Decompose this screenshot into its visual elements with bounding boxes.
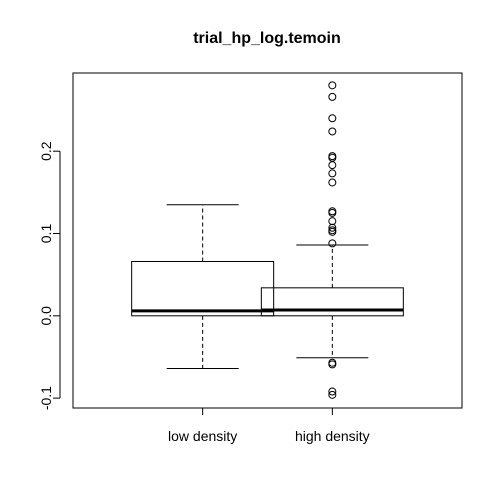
y-tick-label: -0.1 <box>38 386 54 410</box>
outlier-point <box>328 387 337 396</box>
x-category-label: low density <box>168 428 237 444</box>
box-iqr <box>131 260 275 317</box>
outlier-point <box>328 152 337 161</box>
box-group <box>260 81 404 399</box>
box-iqr <box>260 287 404 317</box>
plot-marks <box>131 81 404 399</box>
outlier-point <box>328 358 337 367</box>
outlier-point <box>328 81 337 90</box>
plot-frame <box>72 72 463 409</box>
outlier-point <box>328 207 337 216</box>
axes: -0.1 0.0 0.1 0.2 low density high density <box>38 141 370 444</box>
chart-title: trial_hp_log.temoin <box>193 30 341 47</box>
y-tick-label: 0.2 <box>38 141 54 161</box>
outlier-point <box>328 217 337 226</box>
x-category-label: high density <box>295 428 370 444</box>
outlier-point <box>328 161 337 170</box>
outlier-point <box>328 169 337 178</box>
outlier-point <box>328 92 337 101</box>
y-tick-label: 0.1 <box>38 224 54 244</box>
outlier-point <box>328 223 337 232</box>
box-group <box>131 204 275 369</box>
outlier-point <box>328 390 337 399</box>
outlier-point <box>328 227 337 236</box>
outlier-point <box>328 178 337 187</box>
outlier-point <box>328 360 337 369</box>
y-tick-label: 0.0 <box>38 306 54 326</box>
outlier-point <box>328 239 337 248</box>
outlier-point <box>328 114 337 123</box>
outlier-point <box>328 153 337 162</box>
outlier-point <box>328 208 337 217</box>
outlier-point <box>328 127 337 136</box>
